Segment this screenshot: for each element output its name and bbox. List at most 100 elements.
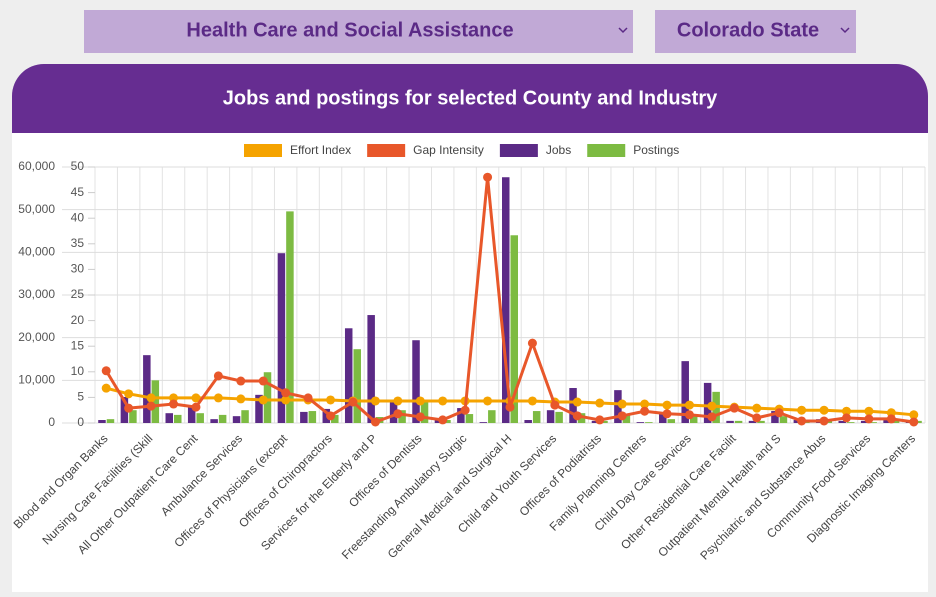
- point: [864, 406, 874, 416]
- point: [527, 396, 537, 406]
- bar: [600, 420, 608, 423]
- bar: [591, 420, 600, 423]
- point: [281, 388, 291, 398]
- y2-tick-label: 0: [77, 415, 84, 429]
- state-dropdown[interactable]: [655, 10, 856, 53]
- point: [370, 396, 380, 406]
- point: [393, 396, 403, 406]
- bar: [300, 411, 308, 423]
- bar: [771, 411, 779, 423]
- bar: [479, 422, 488, 423]
- bar: [681, 361, 689, 423]
- point: [483, 172, 493, 182]
- bar: [187, 405, 196, 423]
- point: [146, 393, 156, 403]
- y2-tick-label: 40: [71, 210, 85, 224]
- y-tick-label: 40,000: [18, 245, 55, 259]
- bar: [748, 420, 757, 423]
- bar: [241, 410, 249, 423]
- bar: [757, 420, 765, 423]
- point: [505, 402, 515, 412]
- bar: [488, 410, 496, 423]
- bar: [659, 413, 667, 423]
- bar: [443, 420, 451, 423]
- point: [684, 400, 694, 410]
- y-tick-label: 60,000: [18, 159, 55, 173]
- legend-swatch: [587, 144, 626, 157]
- panel-header: [12, 64, 928, 133]
- bar: [524, 420, 532, 423]
- point: [438, 396, 448, 406]
- point: [595, 415, 605, 425]
- point: [864, 414, 874, 424]
- point: [236, 394, 246, 404]
- bar: [210, 419, 218, 423]
- bar: [129, 410, 137, 423]
- legend-label: Postings: [633, 143, 679, 157]
- point: [841, 413, 851, 423]
- legend-swatch: [244, 144, 282, 157]
- bar: [286, 211, 294, 423]
- bar: [779, 416, 788, 423]
- bar: [151, 380, 160, 423]
- point: [348, 397, 358, 407]
- bar: [353, 349, 361, 423]
- bar: [465, 414, 474, 423]
- bar: [689, 414, 698, 423]
- point: [236, 376, 246, 386]
- y2-tick-label: 50: [71, 159, 85, 173]
- point: [326, 411, 336, 421]
- bar: [420, 402, 429, 423]
- bar: [277, 253, 286, 423]
- bar: [434, 420, 443, 423]
- legend-label: Gap Intensity: [413, 143, 484, 157]
- point: [684, 410, 694, 420]
- bar: [869, 422, 877, 423]
- bar: [510, 235, 518, 423]
- point: [281, 395, 291, 405]
- y2-tick-label: 20: [71, 313, 85, 327]
- bar: [891, 420, 900, 423]
- bar: [98, 420, 106, 423]
- bar: [667, 419, 676, 423]
- point: [527, 338, 537, 348]
- point: [572, 411, 582, 421]
- bar: [502, 177, 510, 423]
- industry-dropdown[interactable]: [84, 10, 633, 53]
- point: [617, 411, 627, 421]
- y-tick-label: 20,000: [18, 330, 55, 344]
- industry-value: Health Care and Social Assistance: [186, 19, 513, 41]
- bar: [734, 420, 743, 423]
- point: [640, 406, 650, 416]
- point: [415, 412, 425, 422]
- bar: [174, 414, 182, 423]
- bar: [196, 413, 204, 423]
- point: [213, 371, 223, 381]
- bar: [457, 408, 465, 423]
- bar: [367, 315, 375, 423]
- bar: [120, 396, 129, 423]
- legend-swatch: [499, 144, 538, 157]
- point: [101, 366, 111, 376]
- point: [483, 396, 493, 406]
- point: [617, 399, 627, 409]
- legend-label: Effort Index: [290, 143, 351, 157]
- bar: [398, 410, 406, 423]
- point: [729, 403, 739, 413]
- bar: [532, 411, 541, 423]
- bar: [308, 411, 317, 423]
- bar: [412, 340, 420, 423]
- y-tick-label: 0: [48, 415, 55, 429]
- bar: [569, 388, 577, 423]
- point: [909, 417, 919, 427]
- point: [550, 400, 560, 410]
- bar: [838, 420, 846, 423]
- point: [909, 410, 919, 420]
- bar: [232, 416, 241, 423]
- bar: [555, 411, 563, 423]
- point: [640, 399, 650, 409]
- bar: [883, 420, 891, 423]
- bar: [636, 422, 645, 423]
- legend-label: Jobs: [546, 143, 571, 157]
